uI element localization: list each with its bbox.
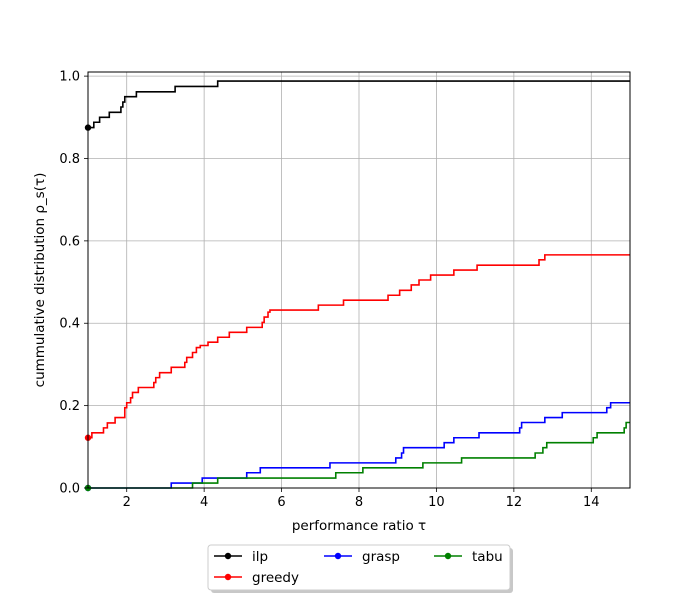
x-tick-label: 6	[277, 495, 285, 510]
legend-label-greedy: greedy	[252, 570, 299, 586]
series-line-tabu	[88, 421, 630, 489]
x-tick-label: 8	[355, 495, 363, 510]
x-tick-label: 10	[428, 495, 445, 510]
series-line-grasp	[88, 401, 630, 489]
legend-label-grasp: grasp	[362, 549, 400, 565]
y-tick-label: 0.8	[59, 152, 80, 167]
y-axis-label: cummulative distribution ρ_s(τ)	[32, 173, 48, 388]
series-lines	[84, 80, 630, 492]
legend-marker-greedy	[224, 573, 232, 581]
x-tick-label: 12	[506, 495, 523, 510]
axis-ticks: 2 4 6 8 10 12 14 0.0 0.2 0.4 0.6 0.8 1.0	[59, 70, 599, 510]
legend-marker-ilp	[224, 552, 232, 560]
y-tick-label: 0.0	[59, 482, 80, 497]
legend-marker-grasp	[334, 552, 342, 560]
legend-label-tabu: tabu	[472, 549, 503, 565]
x-tick-label: 4	[200, 495, 208, 510]
y-tick-label: 1.0	[59, 70, 80, 85]
y-tick-label: 0.2	[59, 399, 80, 414]
x-axis-label: performance ratio τ	[292, 518, 426, 534]
x-tick-label: 2	[123, 495, 131, 510]
y-tick-label: 0.6	[59, 234, 80, 249]
series-line-greedy	[88, 254, 630, 439]
series-line-ilp	[88, 80, 630, 129]
legend-label-ilp: ilp	[252, 549, 268, 565]
y-tick-label: 0.4	[59, 317, 80, 332]
legend-marker-tabu	[444, 552, 452, 560]
legend: ilp greedy grasp tabu	[207, 544, 513, 593]
x-tick-label: 14	[583, 495, 600, 510]
